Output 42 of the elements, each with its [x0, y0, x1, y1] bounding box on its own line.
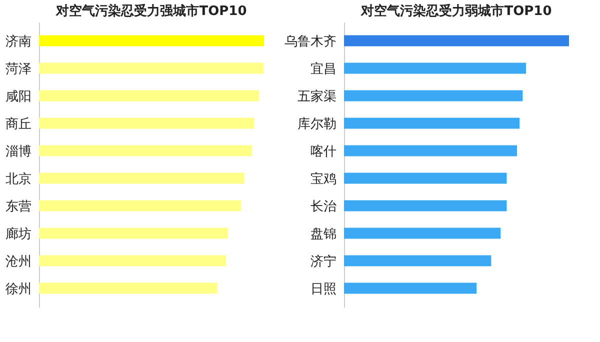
y-tick-label: 喀什: [310, 144, 336, 160]
y-tick-label: 济宁: [310, 253, 336, 270]
y-tick-label: 盘锦: [310, 226, 336, 242]
chart-title: 对空气污染忍受力弱城市TOP10: [360, 3, 552, 19]
bar: [344, 90, 523, 102]
y-tick-label: 商丘: [6, 116, 32, 132]
bar: [344, 200, 507, 212]
bar: [344, 145, 518, 156]
bar: [344, 35, 569, 46]
y-tick-label: 长治: [310, 199, 336, 214]
bar: [344, 255, 492, 266]
y-tick-label: 沧州: [6, 254, 32, 270]
y-tick-label: 淄博: [6, 144, 32, 160]
y-tick-label: 乌鲁木齐: [284, 34, 336, 50]
y-tick-label: 咸阳: [6, 89, 32, 104]
bar: [39, 172, 244, 184]
y-tick-label: 宜昌: [310, 60, 336, 77]
y-tick-label: 五家渠: [298, 88, 336, 104]
bar: [39, 35, 264, 46]
y-tick-label: 日照: [310, 282, 336, 297]
bar: [344, 118, 520, 129]
bar: [39, 228, 228, 239]
y-tick-label: 库尔勒: [298, 116, 336, 132]
y-tick-label: 东营: [6, 199, 32, 214]
bar: [39, 62, 264, 74]
y-tick-label: 宝鸡: [310, 170, 336, 187]
y-tick-label: 徐州: [6, 282, 32, 297]
bar: [344, 172, 507, 184]
chart-title: 对空气污染忍受力强城市TOP10: [55, 3, 247, 19]
bar: [39, 282, 218, 294]
y-tick-label: 济南: [6, 34, 32, 50]
bar: [39, 145, 252, 156]
bar: [39, 118, 254, 129]
y-tick-label: 北京: [6, 172, 32, 187]
bar: [39, 200, 242, 212]
bar: [39, 90, 260, 102]
y-tick-label: 廊坊: [6, 226, 32, 242]
bar: [39, 255, 226, 266]
bar: [344, 62, 526, 74]
bar: [344, 228, 501, 239]
bar: [344, 282, 477, 294]
y-tick-label: 菏泽: [6, 62, 32, 77]
